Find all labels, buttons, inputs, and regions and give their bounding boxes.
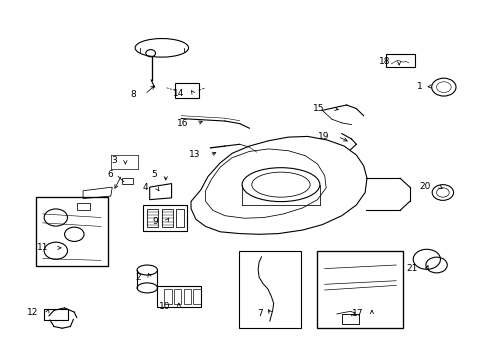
Text: 16: 16 xyxy=(176,119,188,128)
Text: 17: 17 xyxy=(351,310,363,319)
Bar xyxy=(174,289,181,304)
Text: 21: 21 xyxy=(406,264,417,273)
Text: 7: 7 xyxy=(256,310,262,319)
Text: 11: 11 xyxy=(37,243,48,252)
Text: 3: 3 xyxy=(111,156,116,165)
Text: 1: 1 xyxy=(416,82,422,91)
Text: 4: 4 xyxy=(142,183,148,192)
Text: 13: 13 xyxy=(189,150,201,159)
Bar xyxy=(162,208,172,227)
Text: 2: 2 xyxy=(135,273,141,282)
Text: 5: 5 xyxy=(151,170,157,179)
Text: 20: 20 xyxy=(418,182,429,191)
Bar xyxy=(77,203,90,210)
Text: 12: 12 xyxy=(27,308,39,317)
Bar xyxy=(164,289,171,304)
Text: 18: 18 xyxy=(378,57,389,66)
Bar xyxy=(238,251,300,328)
Bar xyxy=(122,178,132,184)
Bar xyxy=(317,251,402,328)
Bar xyxy=(193,289,201,304)
Bar xyxy=(147,208,158,227)
Text: 14: 14 xyxy=(173,89,184,98)
Bar xyxy=(183,289,191,304)
Bar xyxy=(385,54,414,67)
Bar xyxy=(341,314,358,324)
Bar xyxy=(36,197,108,266)
Text: 10: 10 xyxy=(158,302,170,311)
Text: 19: 19 xyxy=(317,132,328,141)
Text: 8: 8 xyxy=(130,90,136,99)
Text: 6: 6 xyxy=(107,170,113,179)
Bar xyxy=(44,309,67,320)
Bar xyxy=(176,208,183,227)
Bar xyxy=(157,286,201,307)
Bar xyxy=(143,205,187,231)
Text: 9: 9 xyxy=(152,217,158,226)
Text: 15: 15 xyxy=(313,104,324,113)
